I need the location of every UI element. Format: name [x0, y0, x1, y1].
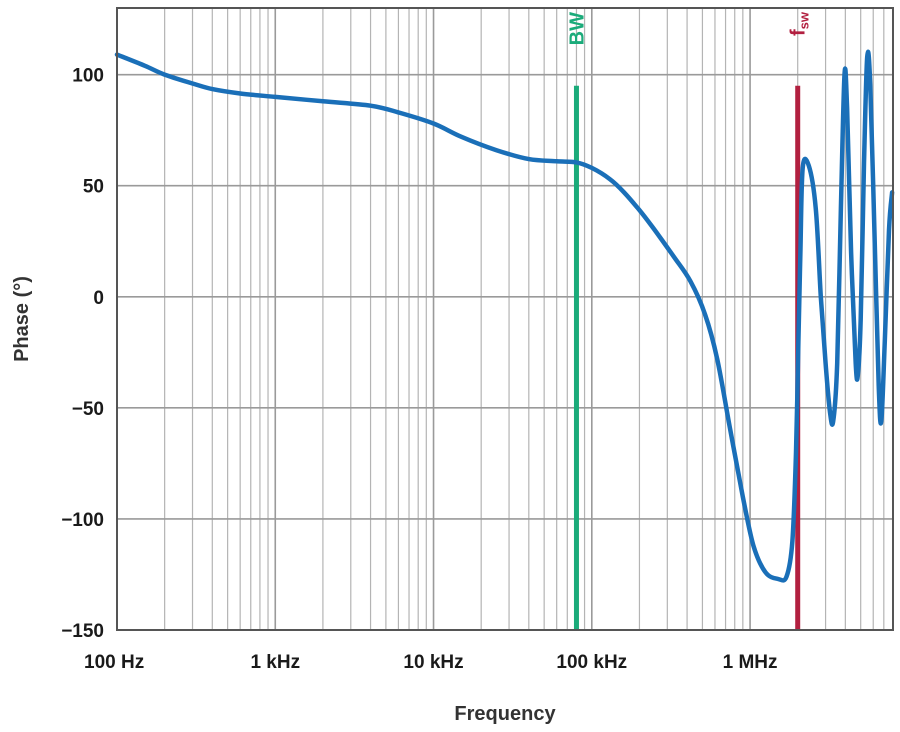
x-axis-title: Frequency	[454, 703, 556, 725]
x-tick-label: 100 Hz	[84, 652, 144, 673]
x-tick-label: 100 kHz	[556, 652, 627, 673]
y-tick-label: 0	[93, 288, 104, 309]
y-axis-title: Phase (°)	[11, 276, 33, 362]
x-tick-labels: 100 Hz 1 kHz 10 kHz 100 kHz 1 MHz	[84, 652, 778, 673]
x-tick-label: 1 kHz	[250, 652, 300, 673]
y-tick-label: 100	[72, 66, 104, 87]
y-tick-label: −50	[72, 399, 104, 420]
y-tick-label: 50	[83, 177, 104, 198]
fsw-marker-label: fsw	[788, 11, 812, 36]
y-tick-labels: 100 50 0 −50 −100 −150	[61, 66, 104, 642]
phase-series-line	[114, 49, 895, 583]
grid	[116, 8, 894, 631]
y-tick-label: −150	[61, 621, 104, 642]
bw-marker-label: BW	[566, 12, 588, 45]
x-tick-label: 1 MHz	[723, 652, 778, 673]
series-layer	[114, 49, 895, 583]
plot-area-frame	[116, 7, 894, 631]
x-tick-label: 10 kHz	[403, 652, 463, 673]
marker-lines: BW fsw	[566, 11, 812, 630]
y-tick-label: −100	[61, 510, 104, 531]
